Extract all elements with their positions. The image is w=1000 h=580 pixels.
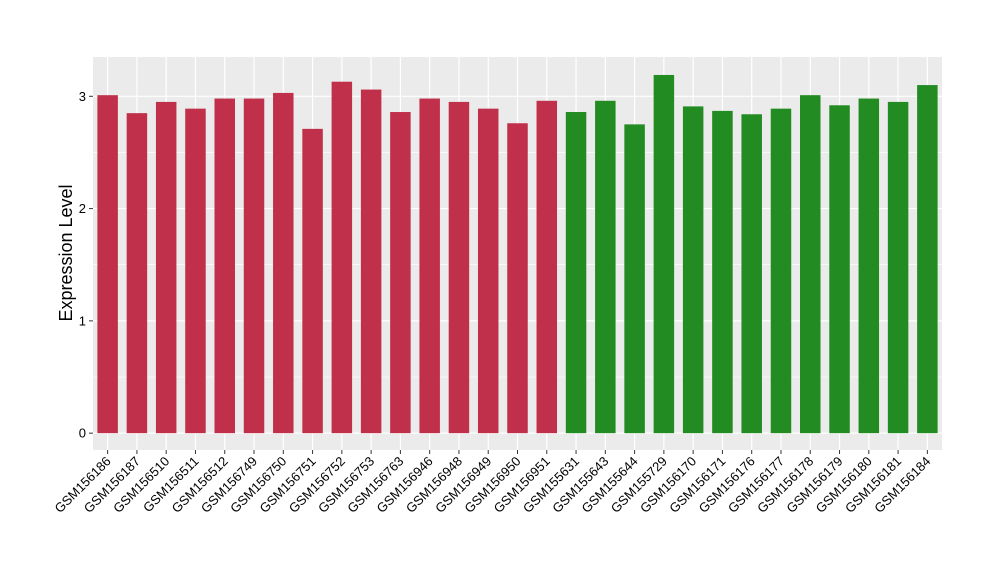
bar-GSM155644 — [624, 124, 645, 434]
bar-GSM155631 — [565, 112, 587, 434]
bar-GSM156181 — [887, 101, 909, 434]
bar-GSM156187 — [126, 113, 148, 434]
bar-GSM156177 — [770, 108, 792, 434]
y-tick-label: 2 — [79, 201, 86, 216]
bar-GSM155729 — [653, 74, 675, 434]
y-axis: 0 1 2 3 — [79, 89, 93, 441]
bar-GSM156753 — [360, 89, 382, 434]
bar-GSM156178 — [800, 95, 821, 434]
bar-GSM156510 — [155, 101, 177, 434]
bar-GSM156170 — [682, 106, 704, 434]
bar-GSM156184 — [917, 85, 938, 434]
bar-GSM156763 — [390, 112, 411, 434]
bar-GSM156176 — [741, 114, 762, 434]
bar-GSM156948 — [448, 101, 470, 434]
bar-GSM156749 — [243, 98, 265, 434]
bar-GSM156186 — [97, 95, 118, 434]
bar-GSM156949 — [477, 108, 499, 434]
y-tick-label: 0 — [79, 426, 86, 441]
bar-GSM156946 — [419, 98, 440, 434]
bar-GSM156180 — [858, 98, 880, 434]
bar-GSM156750 — [273, 92, 294, 434]
bar-GSM156950 — [507, 123, 528, 434]
bar-GSM156752 — [331, 81, 353, 434]
y-tick-label: 1 — [79, 313, 86, 328]
y-tick-label: 3 — [79, 89, 86, 104]
bar-GSM155643 — [595, 100, 616, 434]
bar-GSM156751 — [302, 128, 323, 434]
bar-GSM156512 — [214, 98, 235, 434]
y-axis-title: Expression Level — [56, 184, 76, 321]
bar-GSM156171 — [712, 110, 733, 434]
bar-GSM156179 — [829, 105, 850, 434]
bars — [97, 74, 938, 434]
bar-GSM156951 — [536, 100, 558, 434]
bar-GSM156511 — [185, 108, 206, 434]
x-axis: GSM156186GSM156187GSM156510GSM156511GSM1… — [52, 450, 933, 516]
